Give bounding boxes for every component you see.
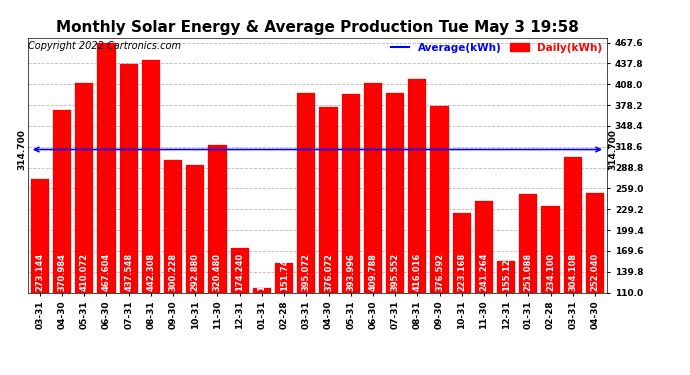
Bar	[431, 106, 448, 292]
Bar	[208, 146, 226, 292]
Text: 155.128: 155.128	[502, 253, 511, 291]
Text: 410.072: 410.072	[80, 254, 89, 291]
Bar	[475, 201, 493, 292]
Text: 251.088: 251.088	[524, 254, 533, 291]
Text: 376.592: 376.592	[435, 254, 444, 291]
Legend: Average(kWh), Daily(kWh): Average(kWh), Daily(kWh)	[391, 43, 602, 53]
Text: 292.880: 292.880	[190, 254, 200, 291]
Text: 174.240: 174.240	[235, 253, 244, 291]
Bar	[453, 213, 471, 292]
Text: 223.168: 223.168	[457, 253, 466, 291]
Text: 252.040: 252.040	[591, 253, 600, 291]
Bar	[297, 93, 315, 292]
Bar	[75, 83, 93, 292]
Text: 320.480: 320.480	[213, 254, 222, 291]
Bar	[497, 261, 515, 292]
Text: 376.072: 376.072	[324, 254, 333, 291]
Bar	[275, 263, 293, 292]
Text: 393.996: 393.996	[346, 254, 355, 291]
Text: 273.144: 273.144	[35, 253, 44, 291]
Text: 304.108: 304.108	[569, 254, 578, 291]
Text: 395.552: 395.552	[391, 253, 400, 291]
Text: 467.604: 467.604	[102, 253, 111, 291]
Bar	[253, 288, 271, 292]
Bar	[342, 94, 359, 292]
Bar	[97, 43, 115, 292]
Bar	[386, 93, 404, 292]
Text: 241.264: 241.264	[480, 253, 489, 291]
Text: 416.016: 416.016	[413, 253, 422, 291]
Bar	[364, 83, 382, 292]
Text: 437.548: 437.548	[124, 254, 133, 291]
Title: Monthly Solar Energy & Average Production Tue May 3 19:58: Monthly Solar Energy & Average Productio…	[56, 20, 579, 35]
Bar	[408, 79, 426, 292]
Text: 409.788: 409.788	[368, 254, 377, 291]
Bar	[586, 193, 604, 292]
Bar	[119, 64, 138, 292]
Bar	[141, 60, 160, 292]
Text: 234.100: 234.100	[546, 254, 555, 291]
Bar	[53, 110, 71, 292]
Bar	[542, 206, 560, 292]
Bar	[164, 160, 182, 292]
Bar	[31, 178, 49, 292]
Bar	[186, 165, 204, 292]
Text: 300.228: 300.228	[168, 254, 177, 291]
Text: Copyright 2022 Cartronics.com: Copyright 2022 Cartronics.com	[28, 41, 181, 51]
Bar	[319, 106, 337, 292]
Text: 116.984: 116.984	[257, 253, 266, 291]
Text: 314.700: 314.700	[17, 129, 26, 170]
Bar	[564, 157, 582, 292]
Bar	[230, 248, 249, 292]
Text: 314.700: 314.700	[609, 129, 618, 170]
Bar	[520, 194, 538, 292]
Text: 151.744: 151.744	[279, 253, 288, 291]
Text: 442.308: 442.308	[146, 254, 155, 291]
Text: 395.072: 395.072	[302, 254, 310, 291]
Text: 370.984: 370.984	[57, 254, 66, 291]
